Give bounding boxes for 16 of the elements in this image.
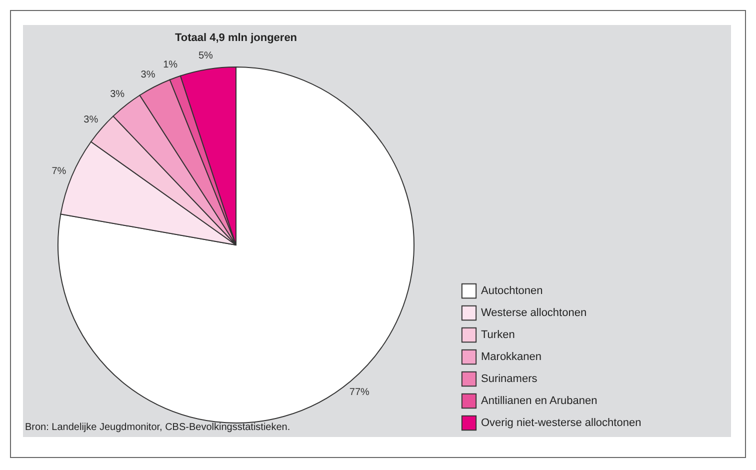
data-label: 77% bbox=[349, 387, 370, 398]
legend-label: Surinamers bbox=[481, 373, 538, 385]
legend-label: Turken bbox=[481, 329, 515, 341]
legend-label: Autochtonen bbox=[481, 285, 543, 297]
legend-label: Antillianen en Arubanen bbox=[481, 395, 598, 407]
data-label: 3% bbox=[140, 69, 156, 80]
data-label: 3% bbox=[84, 114, 98, 126]
legend-label: Westerse allochtonen bbox=[481, 307, 587, 319]
data-label: 1% bbox=[163, 60, 178, 71]
text: Bron: Landelijke Jeugdmonitor, CBS-Bevolkingsstatistieken. bbox=[25, 422, 290, 433]
chart-title: Totaal 4,9 mln jongeren bbox=[174, 32, 298, 44]
data-label: 7% bbox=[52, 166, 66, 177]
legend-label: Marokkanen bbox=[481, 351, 542, 363]
legend-label: Overig niet-westerse allochtonen bbox=[481, 417, 642, 429]
data-label: 5% bbox=[198, 50, 213, 62]
data-label: 3% bbox=[110, 89, 125, 100]
